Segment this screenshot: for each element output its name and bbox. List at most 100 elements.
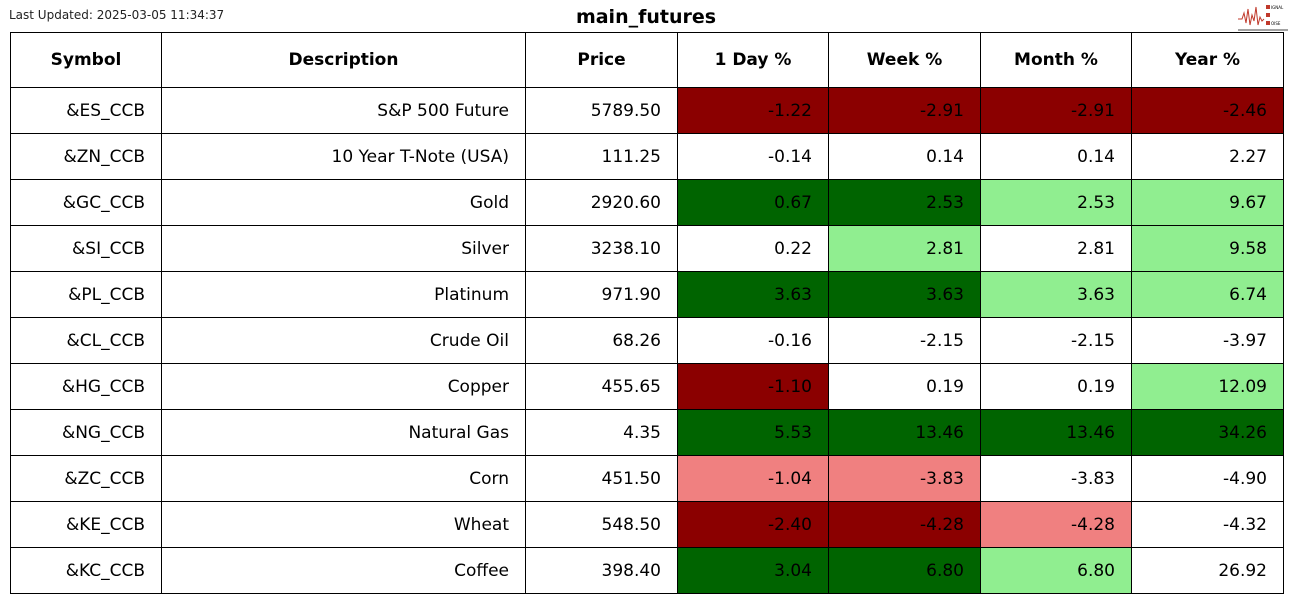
year-pct-cell: 9.58 xyxy=(1131,225,1284,272)
day-pct-cell: 3.04 xyxy=(677,547,829,594)
day-pct-cell: -0.16 xyxy=(677,317,829,364)
day-pct-cell: 3.63 xyxy=(677,271,829,318)
table-row: &HG_CCB Copper 455.65 -1.10 0.19 0.19 12.09 xyxy=(10,363,1284,410)
symbol-cell: &CL_CCB xyxy=(10,317,162,364)
symbol-cell: &SI_CCB xyxy=(10,225,162,272)
table-row: &ES_CCB S&P 500 Future 5789.50 -1.22 -2.91 -2… xyxy=(10,87,1284,134)
week-pct-cell: -3.83 xyxy=(828,455,981,502)
symbol-cell: &ZN_CCB xyxy=(10,133,162,180)
column-header: Description xyxy=(161,32,526,88)
symbol-cell: &ZC_CCB xyxy=(10,455,162,502)
description-cell: Wheat xyxy=(161,501,526,548)
table-row: &ZC_CCB Corn 451.50 -1.04 -3.83 -3.83 -4.90 xyxy=(10,455,1284,502)
header-row: Symbol Description Price 1 Day % Week % Month… xyxy=(10,32,1284,88)
price-cell: 971.90 xyxy=(525,271,678,318)
week-pct-cell: 13.46 xyxy=(828,409,981,456)
day-pct-cell: -1.04 xyxy=(677,455,829,502)
table-row: &KE_CCB Wheat 548.50 -2.40 -4.28 -4.28 -4.32 xyxy=(10,501,1284,548)
table-row: &GC_CCB Gold 2920.60 0.67 2.53 2.53 9.67 xyxy=(10,179,1284,226)
week-pct-cell: -2.15 xyxy=(828,317,981,364)
description-cell: Coffee xyxy=(161,547,526,594)
symbol-cell: &PL_CCB xyxy=(10,271,162,318)
column-header: Week % xyxy=(828,32,981,88)
price-cell: 4.35 xyxy=(525,409,678,456)
svg-text:IGNAL: IGNAL xyxy=(1271,5,1284,10)
year-pct-cell: -4.32 xyxy=(1131,501,1284,548)
price-cell: 5789.50 xyxy=(525,87,678,134)
column-header: Price xyxy=(525,32,678,88)
description-cell: Corn xyxy=(161,455,526,502)
price-cell: 398.40 xyxy=(525,547,678,594)
signal-2-noise-logo: IGNAL OISE xyxy=(1238,5,1288,31)
year-pct-cell: -4.90 xyxy=(1131,455,1284,502)
month-pct-cell: -4.28 xyxy=(980,501,1132,548)
year-pct-cell: -3.97 xyxy=(1131,317,1284,364)
column-header: Symbol xyxy=(10,32,162,88)
day-pct-cell: -1.22 xyxy=(677,87,829,134)
table-row: &CL_CCB Crude Oil 68.26 -0.16 -2.15 -2.15 -3.9… xyxy=(10,317,1284,364)
description-cell: Gold xyxy=(161,179,526,226)
month-pct-cell: 2.81 xyxy=(980,225,1132,272)
description-cell: Silver xyxy=(161,225,526,272)
month-pct-cell: -3.83 xyxy=(980,455,1132,502)
week-pct-cell: -2.91 xyxy=(828,87,981,134)
table-row: &SI_CCB Silver 3238.10 0.22 2.81 2.81 9.58 xyxy=(10,225,1284,272)
year-pct-cell: -2.46 xyxy=(1131,87,1284,134)
month-pct-cell: 0.14 xyxy=(980,133,1132,180)
price-cell: 455.65 xyxy=(525,363,678,410)
symbol-cell: &NG_CCB xyxy=(10,409,162,456)
symbol-cell: &ES_CCB xyxy=(10,87,162,134)
price-cell: 451.50 xyxy=(525,455,678,502)
month-pct-cell: 6.80 xyxy=(980,547,1132,594)
futures-table: Symbol Description Price 1 Day % Week % Month… xyxy=(10,32,1284,594)
day-pct-cell: -2.40 xyxy=(677,501,829,548)
day-pct-cell: 0.67 xyxy=(677,179,829,226)
symbol-cell: &HG_CCB xyxy=(10,363,162,410)
description-cell: 10 Year T-Note (USA) xyxy=(161,133,526,180)
week-pct-cell: 6.80 xyxy=(828,547,981,594)
price-cell: 3238.10 xyxy=(525,225,678,272)
symbol-cell: &GC_CCB xyxy=(10,179,162,226)
month-pct-cell: 0.19 xyxy=(980,363,1132,410)
table-row: &PL_CCB Platinum 971.90 3.63 3.63 3.63 6.74 xyxy=(10,271,1284,318)
page-title: main_futures xyxy=(575,6,717,28)
day-pct-cell: -1.10 xyxy=(677,363,829,410)
description-cell: S&P 500 Future xyxy=(161,87,526,134)
price-cell: 111.25 xyxy=(525,133,678,180)
day-pct-cell: 5.53 xyxy=(677,409,829,456)
description-cell: Copper xyxy=(161,363,526,410)
table-row: &KC_CCB Coffee 398.40 3.04 6.80 6.80 26.92 xyxy=(10,547,1284,594)
year-pct-cell: 6.74 xyxy=(1131,271,1284,318)
column-header: Month % xyxy=(980,32,1132,88)
month-pct-cell: -2.15 xyxy=(980,317,1132,364)
year-pct-cell: 12.09 xyxy=(1131,363,1284,410)
svg-text:OISE: OISE xyxy=(1271,21,1281,26)
last-updated: Last Updated: 2025-03-05 11:34:37 xyxy=(9,8,225,22)
price-cell: 2920.60 xyxy=(525,179,678,226)
table-row: &ZN_CCB 10 Year T-Note (USA) 111.25 -0.14 0.… xyxy=(10,133,1284,180)
description-cell: Natural Gas xyxy=(161,409,526,456)
month-pct-cell: 3.63 xyxy=(980,271,1132,318)
year-pct-cell: 2.27 xyxy=(1131,133,1284,180)
symbol-cell: &KC_CCB xyxy=(10,547,162,594)
week-pct-cell: 2.81 xyxy=(828,225,981,272)
day-pct-cell: 0.22 xyxy=(677,225,829,272)
week-pct-cell: 3.63 xyxy=(828,271,981,318)
symbol-cell: &KE_CCB xyxy=(10,501,162,548)
month-pct-cell: 13.46 xyxy=(980,409,1132,456)
year-pct-cell: 26.92 xyxy=(1131,547,1284,594)
week-pct-cell: -4.28 xyxy=(828,501,981,548)
price-cell: 68.26 xyxy=(525,317,678,364)
description-cell: Crude Oil xyxy=(161,317,526,364)
month-pct-cell: 2.53 xyxy=(980,179,1132,226)
year-pct-cell: 9.67 xyxy=(1131,179,1284,226)
week-pct-cell: 0.19 xyxy=(828,363,981,410)
month-pct-cell: -2.91 xyxy=(980,87,1132,134)
week-pct-cell: 2.53 xyxy=(828,179,981,226)
table-row: &NG_CCB Natural Gas 4.35 5.53 13.46 13.46 34.2… xyxy=(10,409,1284,456)
column-header: Year % xyxy=(1131,32,1284,88)
column-header: 1 Day % xyxy=(677,32,829,88)
price-cell: 548.50 xyxy=(525,501,678,548)
year-pct-cell: 34.26 xyxy=(1131,409,1284,456)
week-pct-cell: 0.14 xyxy=(828,133,981,180)
